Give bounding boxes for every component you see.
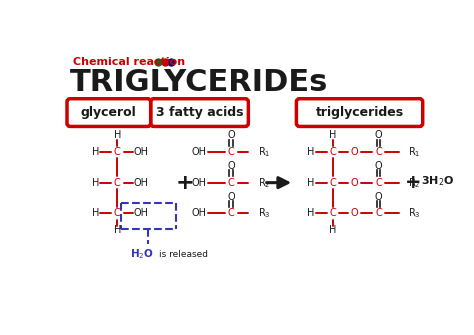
Text: triglycerides: triglycerides	[316, 106, 404, 119]
Text: R$_3$: R$_3$	[408, 207, 420, 220]
Text: H: H	[92, 208, 100, 218]
Text: C: C	[375, 178, 382, 188]
Text: O: O	[375, 161, 383, 171]
Text: H: H	[114, 225, 121, 236]
Text: C: C	[228, 208, 235, 218]
Text: H: H	[308, 178, 315, 188]
Text: O: O	[351, 178, 358, 188]
Text: H: H	[92, 178, 100, 188]
Text: O: O	[228, 192, 235, 202]
Text: H: H	[308, 147, 315, 157]
Text: C: C	[114, 178, 121, 188]
Text: C: C	[375, 208, 382, 218]
Text: R$_1$: R$_1$	[258, 145, 270, 159]
Text: C: C	[329, 208, 336, 218]
Text: OH: OH	[191, 147, 207, 157]
Text: OH: OH	[133, 208, 148, 218]
Text: C: C	[114, 147, 121, 157]
Text: O: O	[351, 208, 358, 218]
Text: 3 fatty acids: 3 fatty acids	[156, 106, 243, 119]
Text: C: C	[375, 147, 382, 157]
Text: O: O	[228, 130, 235, 140]
Text: Chemical reaction: Chemical reaction	[73, 57, 185, 67]
Text: H$_2$O: H$_2$O	[130, 247, 154, 261]
Text: H: H	[308, 208, 315, 218]
Text: H: H	[329, 130, 337, 140]
Text: OH: OH	[191, 208, 207, 218]
Text: O: O	[375, 130, 383, 140]
Text: C: C	[114, 208, 121, 218]
Text: H: H	[329, 225, 337, 236]
Text: C: C	[228, 147, 235, 157]
Text: +: +	[404, 173, 421, 192]
Text: R$_2$: R$_2$	[258, 176, 270, 190]
Text: R$_3$: R$_3$	[258, 207, 270, 220]
Text: 3H$_2$O: 3H$_2$O	[421, 174, 455, 188]
Text: C: C	[329, 147, 336, 157]
Text: O: O	[351, 147, 358, 157]
Text: OH: OH	[191, 178, 207, 188]
Text: OH: OH	[133, 147, 148, 157]
Text: TRIGLYCERIDEs: TRIGLYCERIDEs	[70, 68, 328, 97]
Text: +: +	[175, 173, 194, 193]
Text: O: O	[375, 192, 383, 202]
Text: is released: is released	[159, 250, 208, 259]
Text: H: H	[114, 130, 121, 140]
Text: C: C	[228, 178, 235, 188]
Text: R$_1$: R$_1$	[408, 145, 420, 159]
Text: R$_2$: R$_2$	[408, 176, 420, 190]
Text: H: H	[92, 147, 100, 157]
Text: OH: OH	[133, 178, 148, 188]
Text: glycerol: glycerol	[81, 106, 137, 119]
Text: O: O	[228, 161, 235, 171]
Text: C: C	[329, 178, 336, 188]
